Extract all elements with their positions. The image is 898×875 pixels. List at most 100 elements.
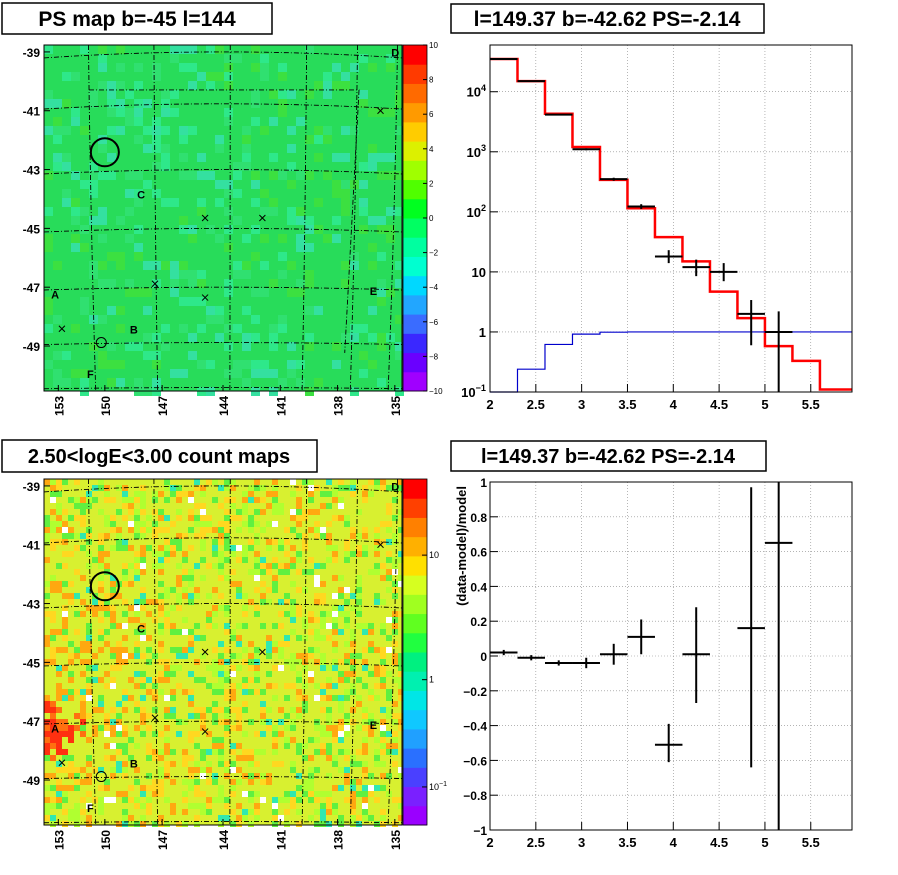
- map-pixel: [218, 521, 224, 527]
- map-pixel: [350, 755, 356, 761]
- map-pixel: [176, 605, 182, 611]
- map-pixel: [302, 785, 308, 791]
- map-pixel: [140, 719, 146, 725]
- map-pixel: [359, 90, 368, 99]
- map-pixel: [50, 545, 56, 551]
- map-pixel: [362, 767, 368, 773]
- map-pixel: [107, 306, 116, 315]
- map-pixel: [362, 761, 368, 767]
- map-pixel: [344, 677, 350, 683]
- map-pixel: [386, 509, 392, 515]
- map-pixel: [308, 677, 314, 683]
- map-pixel: [68, 677, 74, 683]
- map-pixel: [356, 509, 362, 515]
- map-pixel: [44, 611, 50, 617]
- map-pixel: [164, 761, 170, 767]
- map-pixel: [332, 497, 338, 503]
- map-pixel: [56, 521, 62, 527]
- map-x-tick-label: 141: [274, 830, 288, 850]
- map-pixel: [236, 581, 242, 587]
- map-pixel: [170, 198, 179, 207]
- map-pixel: [374, 563, 380, 569]
- map-pixel: [98, 557, 104, 563]
- map-pixel: [386, 521, 392, 527]
- map-pixel: [74, 545, 80, 551]
- map-pixel: [392, 515, 398, 521]
- map-pixel: [350, 324, 359, 333]
- map-pixel: [248, 491, 254, 497]
- map-pixel: [128, 785, 134, 791]
- map-pixel: [140, 563, 146, 569]
- map-pixel: [68, 551, 74, 557]
- map-pixel: [251, 225, 260, 234]
- map-pixel: [122, 563, 128, 569]
- map-pixel: [128, 617, 134, 623]
- map-pixel: [143, 351, 152, 360]
- map-pixel: [278, 315, 287, 324]
- map-pixel: [326, 503, 332, 509]
- map-pixel: [179, 135, 188, 144]
- map-pixel: [218, 689, 224, 695]
- map-pixel: [296, 587, 302, 593]
- map-pixel: [86, 635, 92, 641]
- map-pixel: [356, 677, 362, 683]
- map-pixel: [224, 180, 233, 189]
- map-pixel: [362, 659, 368, 665]
- map-pixel: [50, 491, 56, 497]
- map-pixel: [248, 545, 254, 551]
- map-pixel: [386, 551, 392, 557]
- map-pixel: [188, 773, 194, 779]
- map-pixel: [272, 797, 278, 803]
- map-pixel: [368, 261, 377, 270]
- map-pixel: [80, 369, 89, 378]
- map-pixel: [398, 725, 404, 731]
- map-pixel: [122, 599, 128, 605]
- map-pixel: [392, 641, 398, 647]
- map-pixel: [230, 695, 236, 701]
- map-grid-latitude: [43, 776, 403, 780]
- map-pixel: [236, 593, 242, 599]
- map-pixel: [320, 503, 326, 509]
- map-pixel: [248, 809, 254, 815]
- map-pixel: [338, 677, 344, 683]
- map-pixel: [128, 509, 134, 515]
- map-pixel: [200, 725, 206, 731]
- map-pixel: [80, 497, 86, 503]
- map-grid-latitude: [43, 821, 403, 824]
- map-pixel: [395, 351, 404, 360]
- map-pixel: [50, 521, 56, 527]
- map-pixel: [215, 234, 224, 243]
- map-pixel: [326, 719, 332, 725]
- map-pixel: [242, 731, 248, 737]
- map-pixel: [80, 180, 89, 189]
- map-pixel: [188, 593, 194, 599]
- map-pixel: [344, 779, 350, 785]
- map-pixel: [206, 809, 212, 815]
- map-pixel: [50, 713, 56, 719]
- map-pixel: [260, 261, 269, 270]
- map-grid: [43, 478, 403, 826]
- map-pixel: [206, 623, 212, 629]
- map-pixel: [386, 635, 392, 641]
- map-pixel: [338, 821, 344, 827]
- map-y-tick-label: -47: [23, 715, 41, 729]
- map-pixel: [233, 171, 242, 180]
- map-pixel: [158, 563, 164, 569]
- map-pixel: [122, 689, 128, 695]
- map-pixel: [146, 755, 152, 761]
- map-pixel: [236, 641, 242, 647]
- map-pixel: [98, 551, 104, 557]
- map-pixel: [140, 593, 146, 599]
- map-pixel: [44, 695, 50, 701]
- map-pixel: [158, 545, 164, 551]
- map-pixel: [230, 665, 236, 671]
- map-pixel: [368, 108, 377, 117]
- map-pixel: [344, 713, 350, 719]
- map-pixel: [350, 605, 356, 611]
- map-pixel: [188, 803, 194, 809]
- colorbar-segment: [403, 160, 427, 181]
- map-pixel: [170, 605, 176, 611]
- colorbar-segment: [403, 121, 427, 142]
- map-pixel: [74, 497, 80, 503]
- map-pixel: [158, 749, 164, 755]
